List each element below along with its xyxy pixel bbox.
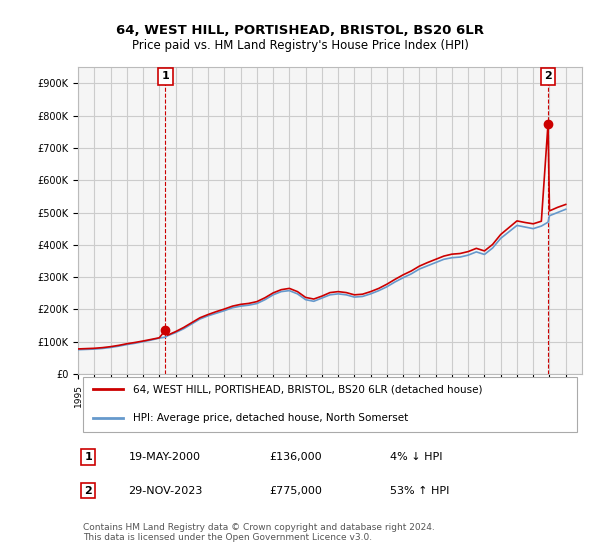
Text: HPI: Average price, detached house, North Somerset: HPI: Average price, detached house, Nort… — [133, 413, 409, 423]
Text: 1: 1 — [161, 72, 169, 81]
Text: Contains HM Land Registry data © Crown copyright and database right 2024.
This d: Contains HM Land Registry data © Crown c… — [83, 523, 435, 543]
Text: £136,000: £136,000 — [269, 452, 322, 462]
Text: 2: 2 — [84, 486, 92, 496]
Text: 53% ↑ HPI: 53% ↑ HPI — [391, 486, 450, 496]
Text: Price paid vs. HM Land Registry's House Price Index (HPI): Price paid vs. HM Land Registry's House … — [131, 39, 469, 53]
Text: 64, WEST HILL, PORTISHEAD, BRISTOL, BS20 6LR (detached house): 64, WEST HILL, PORTISHEAD, BRISTOL, BS20… — [133, 384, 483, 394]
FancyBboxPatch shape — [83, 377, 577, 432]
Text: 1: 1 — [84, 452, 92, 462]
Text: 19-MAY-2000: 19-MAY-2000 — [128, 452, 200, 462]
Text: 29-NOV-2023: 29-NOV-2023 — [128, 486, 203, 496]
Text: 64, WEST HILL, PORTISHEAD, BRISTOL, BS20 6LR: 64, WEST HILL, PORTISHEAD, BRISTOL, BS20… — [116, 24, 484, 38]
Text: 4% ↓ HPI: 4% ↓ HPI — [391, 452, 443, 462]
Text: £775,000: £775,000 — [269, 486, 322, 496]
Text: 2: 2 — [544, 72, 552, 81]
